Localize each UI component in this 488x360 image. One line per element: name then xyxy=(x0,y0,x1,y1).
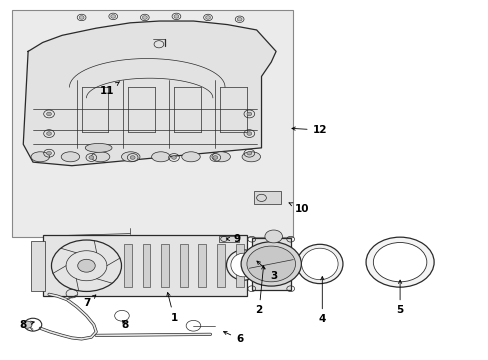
Circle shape xyxy=(246,112,251,116)
Polygon shape xyxy=(23,21,276,166)
Bar xyxy=(142,244,150,287)
Ellipse shape xyxy=(61,152,80,162)
Ellipse shape xyxy=(85,143,112,152)
Ellipse shape xyxy=(226,250,260,280)
Bar xyxy=(42,235,246,296)
Bar xyxy=(219,236,238,242)
Circle shape xyxy=(142,16,147,19)
Text: 8: 8 xyxy=(122,320,129,330)
Circle shape xyxy=(366,237,433,287)
Text: 6: 6 xyxy=(223,332,243,344)
Bar xyxy=(217,244,224,287)
Circle shape xyxy=(237,18,242,21)
Text: 8: 8 xyxy=(20,320,34,330)
Text: 7: 7 xyxy=(82,295,96,308)
Ellipse shape xyxy=(301,248,337,280)
Text: 11: 11 xyxy=(100,82,120,96)
Ellipse shape xyxy=(91,152,110,162)
Circle shape xyxy=(46,152,51,155)
Text: 4: 4 xyxy=(318,276,325,324)
Bar xyxy=(254,192,281,204)
Circle shape xyxy=(130,156,135,159)
Ellipse shape xyxy=(296,244,342,284)
Bar xyxy=(161,244,169,287)
Ellipse shape xyxy=(31,152,49,162)
Ellipse shape xyxy=(211,152,230,162)
Ellipse shape xyxy=(151,152,170,162)
Bar xyxy=(12,10,292,237)
Ellipse shape xyxy=(121,152,140,162)
Circle shape xyxy=(89,156,94,159)
Circle shape xyxy=(171,156,176,159)
Circle shape xyxy=(111,15,116,18)
Circle shape xyxy=(264,230,282,243)
Text: 9: 9 xyxy=(226,234,240,244)
Circle shape xyxy=(46,112,51,116)
Text: 5: 5 xyxy=(396,280,403,315)
Circle shape xyxy=(241,242,301,286)
Circle shape xyxy=(174,15,179,18)
Text: 10: 10 xyxy=(288,203,308,213)
Bar xyxy=(123,244,131,287)
Circle shape xyxy=(78,259,95,272)
Ellipse shape xyxy=(242,152,260,162)
Circle shape xyxy=(246,152,251,155)
Bar xyxy=(30,241,45,291)
Circle shape xyxy=(372,243,426,282)
Circle shape xyxy=(212,156,217,159)
Text: 1: 1 xyxy=(166,293,177,323)
Circle shape xyxy=(79,16,84,19)
Bar xyxy=(198,244,206,287)
Ellipse shape xyxy=(182,152,200,162)
Bar xyxy=(235,244,243,287)
Text: 2: 2 xyxy=(255,266,264,315)
Text: 3: 3 xyxy=(256,261,277,282)
Text: 12: 12 xyxy=(291,125,326,135)
Ellipse shape xyxy=(230,253,256,277)
Circle shape xyxy=(22,321,32,328)
Bar xyxy=(251,238,290,290)
Circle shape xyxy=(246,132,251,135)
Circle shape xyxy=(246,246,295,282)
Circle shape xyxy=(205,16,210,19)
Bar xyxy=(180,244,187,287)
Circle shape xyxy=(46,132,51,135)
